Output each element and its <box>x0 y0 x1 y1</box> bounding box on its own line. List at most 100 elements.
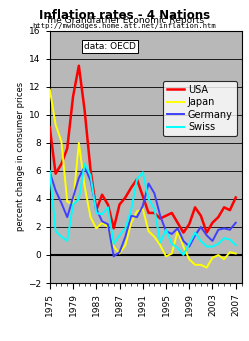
Japan <box>193 263 196 267</box>
Swiss <box>101 212 104 217</box>
Germany <box>118 250 121 254</box>
Germany <box>48 170 51 174</box>
Japan <box>71 203 74 207</box>
USA <box>71 94 74 99</box>
Japan <box>135 209 138 213</box>
Germany <box>159 214 162 218</box>
Swiss <box>165 228 168 232</box>
USA <box>176 221 179 225</box>
Germany <box>153 191 156 195</box>
Swiss <box>83 162 86 166</box>
Germany <box>101 219 104 223</box>
Japan <box>77 141 80 145</box>
Japan <box>83 184 86 188</box>
Japan <box>165 254 168 258</box>
Germany <box>165 229 168 233</box>
USA <box>228 208 231 212</box>
Text: The Grandfather Economic Reports: The Grandfather Economic Reports <box>45 16 204 25</box>
Germany <box>170 232 173 236</box>
Text: http://mwhodges.home.att.net/inflation.htm: http://mwhodges.home.att.net/inflation.h… <box>33 23 216 29</box>
Japan <box>112 244 115 249</box>
Japan <box>60 139 63 144</box>
USA <box>66 146 69 150</box>
USA <box>153 211 156 215</box>
Japan <box>130 221 133 225</box>
Swiss <box>95 211 98 215</box>
Swiss <box>205 244 208 249</box>
Japan <box>182 244 185 249</box>
Swiss <box>60 235 63 239</box>
USA <box>60 162 63 166</box>
Japan <box>159 243 162 247</box>
Germany <box>130 214 133 218</box>
Swiss <box>182 253 185 257</box>
Japan <box>147 229 150 233</box>
USA <box>54 172 57 176</box>
Germany <box>188 244 191 249</box>
Swiss <box>159 240 162 244</box>
Swiss <box>228 238 231 242</box>
USA <box>205 231 208 235</box>
Japan <box>234 252 237 256</box>
Legend: USA, Japan, Germany, Swiss: USA, Japan, Germany, Swiss <box>163 81 237 136</box>
Japan <box>205 266 208 270</box>
USA <box>182 231 185 235</box>
Germany <box>141 204 144 208</box>
Swiss <box>176 246 179 250</box>
Swiss <box>217 242 220 246</box>
Germany <box>217 228 220 232</box>
USA <box>199 214 202 218</box>
Swiss <box>130 208 133 212</box>
Swiss <box>223 236 226 240</box>
USA <box>95 208 98 212</box>
Germany <box>106 222 109 226</box>
USA <box>135 177 138 181</box>
Germany <box>228 228 231 232</box>
USA <box>124 195 127 199</box>
Swiss <box>48 169 51 173</box>
Swiss <box>141 170 144 174</box>
USA <box>89 167 92 172</box>
Germany <box>135 215 138 219</box>
Swiss <box>66 239 69 243</box>
USA <box>188 222 191 226</box>
Japan <box>101 221 104 225</box>
Germany <box>193 233 196 237</box>
Germany <box>54 189 57 193</box>
Germany <box>199 225 202 229</box>
Swiss <box>112 242 115 246</box>
USA <box>101 193 104 197</box>
Japan <box>89 215 92 219</box>
Germany <box>234 221 237 225</box>
Japan <box>54 122 57 127</box>
Germany <box>124 235 127 239</box>
Japan <box>211 256 214 260</box>
Japan <box>118 252 121 256</box>
USA <box>112 226 115 231</box>
Germany <box>95 207 98 211</box>
Germany <box>211 239 214 243</box>
Swiss <box>71 203 74 207</box>
Line: USA: USA <box>50 66 236 233</box>
Swiss <box>89 173 92 177</box>
Swiss <box>77 197 80 201</box>
Germany <box>83 165 86 169</box>
Text: data: OECD: data: OECD <box>84 42 136 51</box>
USA <box>141 194 144 198</box>
Japan <box>223 257 226 261</box>
Germany <box>66 215 69 219</box>
Swiss <box>199 239 202 243</box>
Swiss <box>153 207 156 211</box>
Japan <box>95 226 98 231</box>
Germany <box>60 201 63 205</box>
Germany <box>71 195 74 199</box>
Swiss <box>106 205 109 209</box>
USA <box>77 64 80 68</box>
USA <box>223 205 226 209</box>
Swiss <box>193 231 196 235</box>
Germany <box>182 239 185 243</box>
Japan <box>217 253 220 257</box>
Japan <box>106 225 109 229</box>
Japan <box>48 88 51 92</box>
USA <box>165 214 168 218</box>
